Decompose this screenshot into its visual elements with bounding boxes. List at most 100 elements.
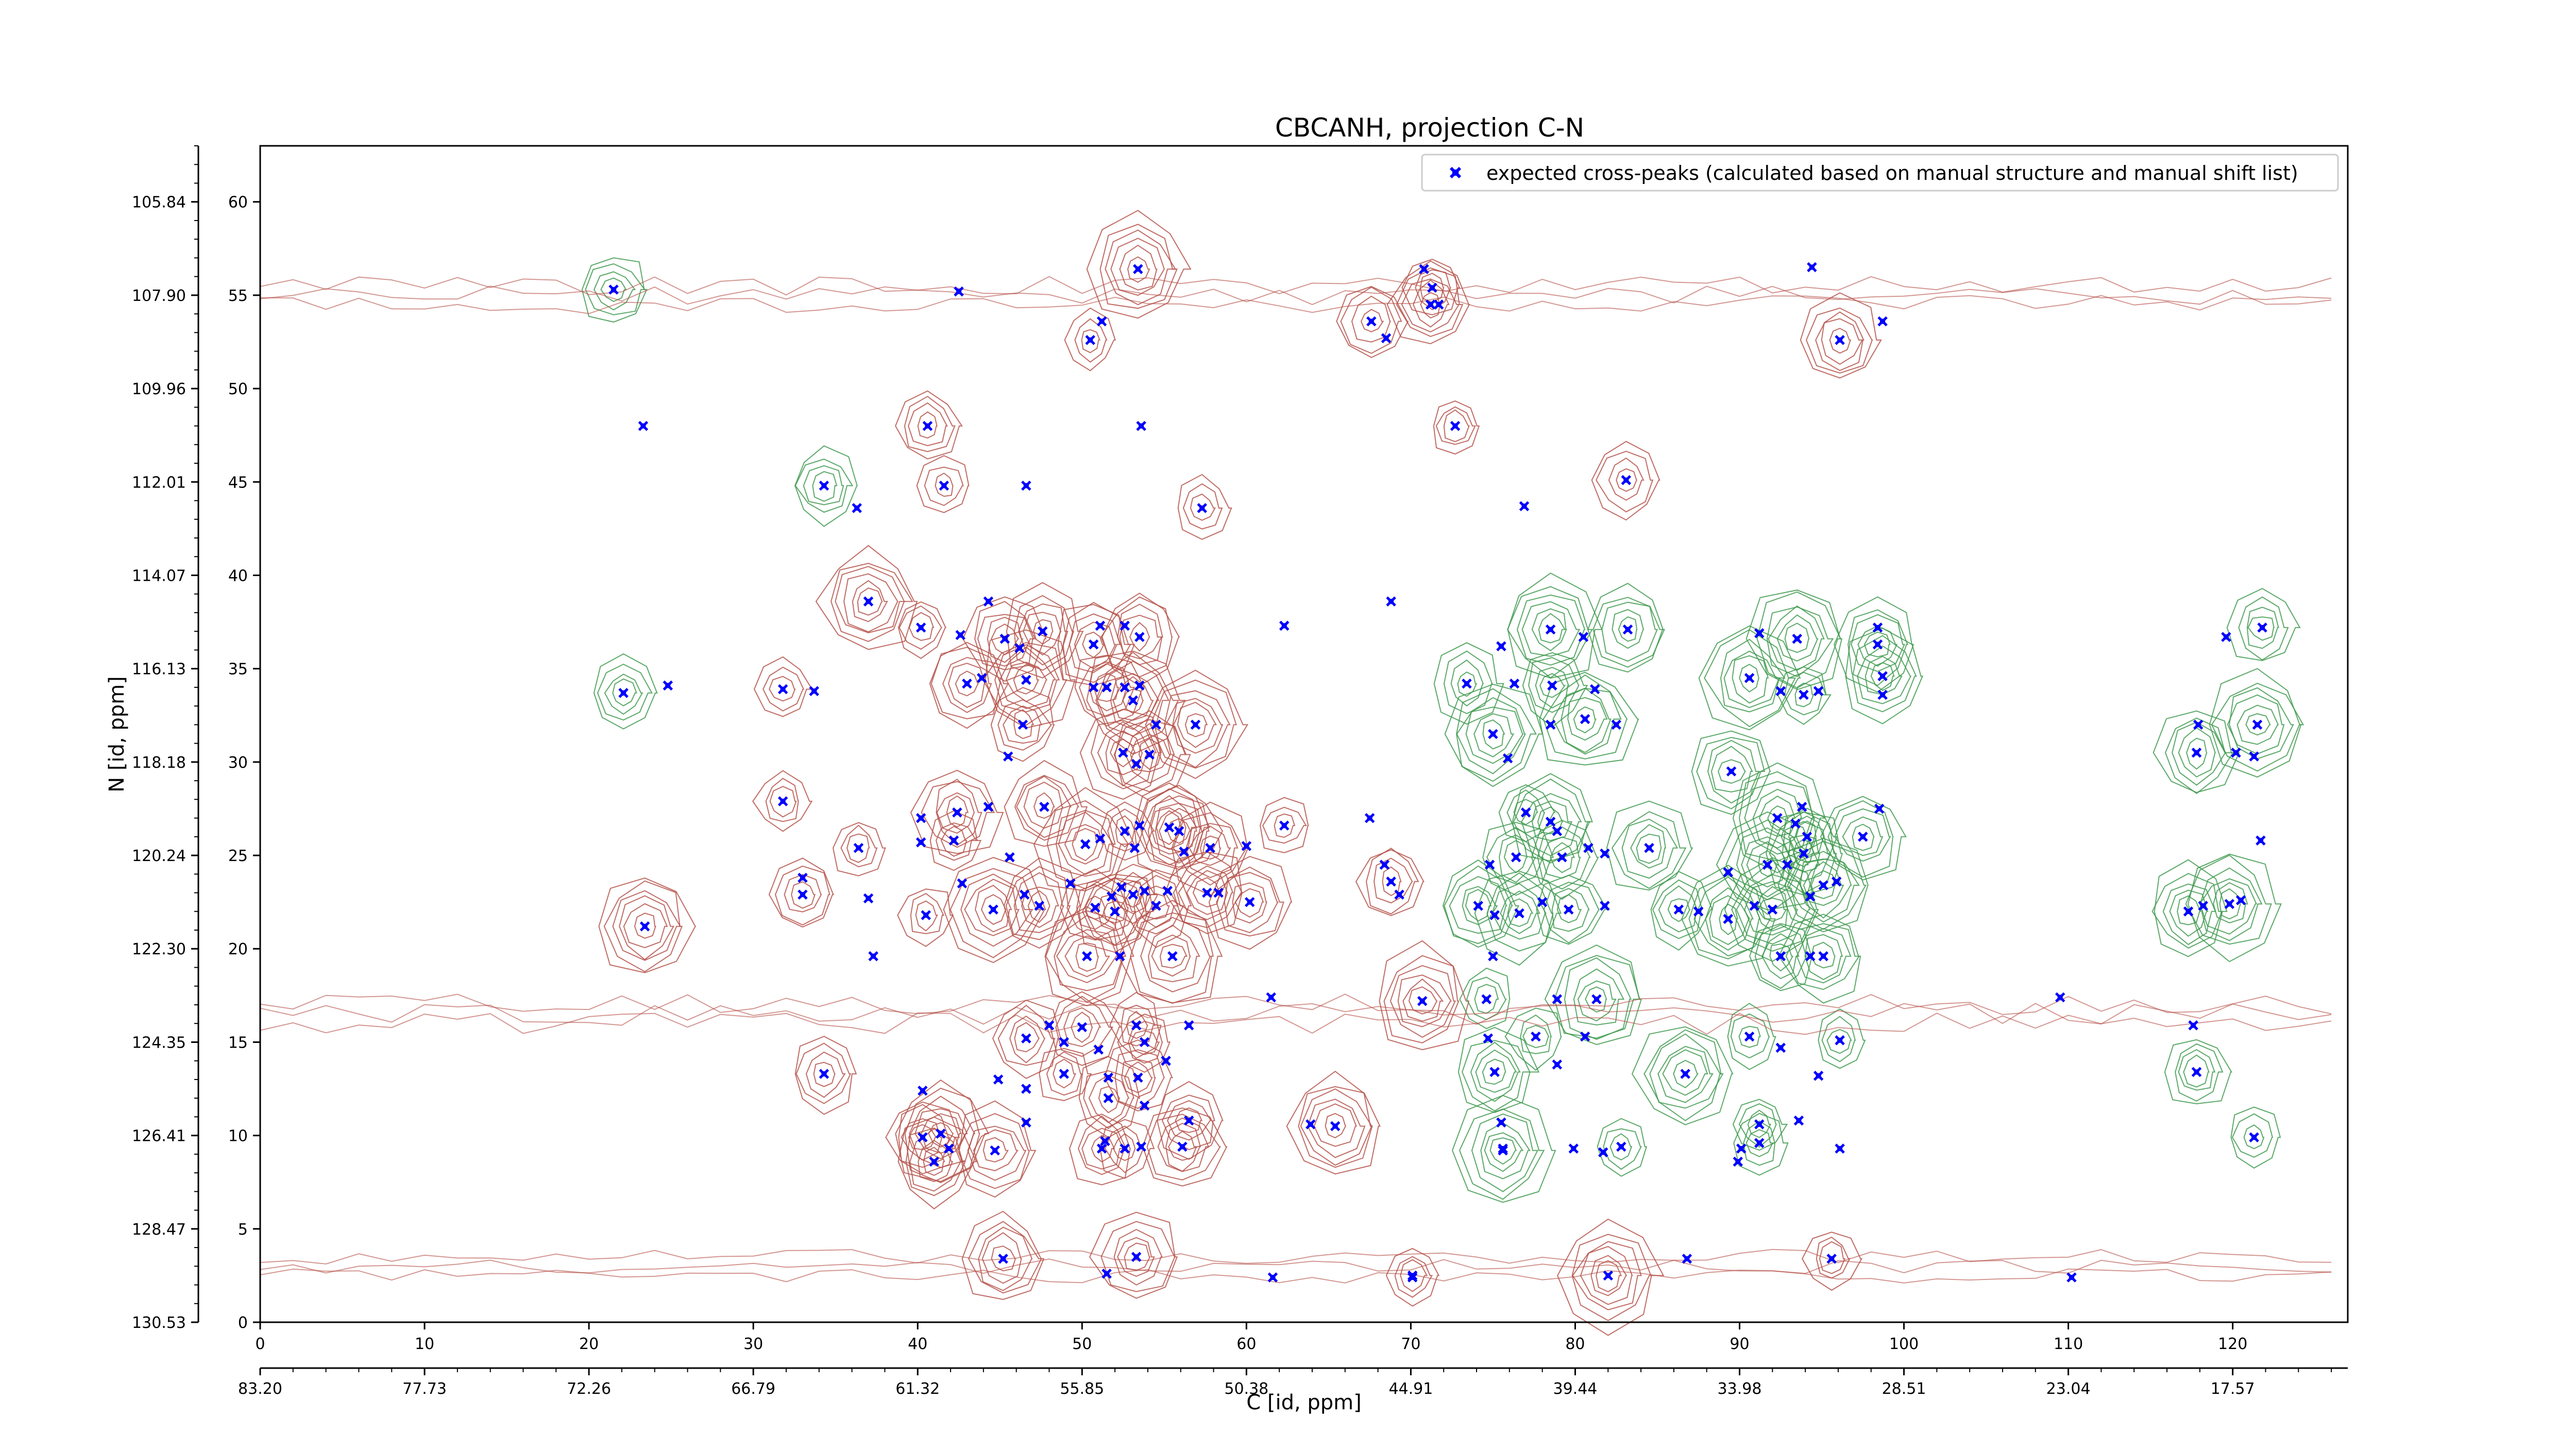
contour-line (857, 587, 883, 616)
contour-line (1512, 773, 1593, 862)
contour-line (1870, 662, 1895, 691)
contour-line (997, 699, 1053, 751)
cross-peak-marker (2193, 719, 2204, 730)
contour-line (1066, 880, 1123, 940)
contour-line (1397, 974, 1452, 1027)
contour-line (1074, 654, 1145, 727)
cross-peak-marker (1450, 420, 1461, 431)
contour-line (1590, 1255, 1628, 1296)
cross-peak-marker (819, 480, 829, 491)
contour-line (1064, 307, 1116, 372)
cross-peak-marker (1488, 951, 1498, 962)
contour-line (950, 868, 1042, 958)
contour-line (1507, 898, 1534, 927)
cross-peak-marker (2235, 895, 2246, 905)
contour-line (977, 614, 1035, 667)
contour-line (2230, 1106, 2281, 1169)
cross-peak-marker (1680, 1069, 1690, 1079)
cross-peak-marker (1088, 682, 1099, 693)
contour-line (1121, 1058, 1156, 1098)
contour-line (813, 1062, 836, 1087)
contour-line (957, 1113, 1030, 1189)
contour-line (1811, 941, 1836, 969)
contour-line (982, 642, 1067, 726)
contour-line (794, 1036, 857, 1115)
contour-line (794, 458, 854, 513)
cross-peak-marker (1003, 751, 1013, 762)
contour-line (1004, 760, 1088, 847)
cross-peak-marker (962, 678, 972, 689)
contour-line (1457, 671, 1478, 697)
cross-peak-marker (1557, 852, 1567, 863)
contour-line (1768, 605, 1825, 671)
contour-line (985, 629, 1076, 729)
contour-line (1110, 672, 1160, 730)
cross-peak-marker (952, 807, 962, 818)
contour-line (1747, 1109, 1772, 1138)
contour-line (1649, 1033, 1724, 1109)
contour-line (619, 895, 675, 961)
contour-line (1733, 1113, 1789, 1176)
contour-line (1834, 596, 1914, 693)
cross-peak-marker (1114, 951, 1125, 962)
contour-line (1140, 917, 1211, 992)
contour-line (1459, 967, 1511, 1030)
contour-line (1119, 244, 1158, 291)
contour-line (1516, 594, 1586, 666)
cross-peak-marker (852, 503, 862, 513)
contour-line (899, 605, 943, 650)
cross-peak-marker (1205, 843, 1215, 853)
cross-peak-marker (990, 1145, 1000, 1156)
cross-peak-marker (1005, 852, 1015, 863)
x-ppm-tick-label: 39.44 (1553, 1380, 1597, 1398)
cross-peak-marker (663, 680, 673, 691)
y-tick-label: 20 (228, 940, 248, 958)
cross-peak-marker (1589, 684, 1600, 695)
cross-peak-marker (1682, 1254, 1692, 1264)
cross-peak-marker (1394, 889, 1404, 900)
cross-peak-marker (983, 802, 994, 812)
contour-band (260, 1012, 2332, 1035)
contour-line (2164, 717, 2234, 795)
cross-peak-marker (1106, 891, 1117, 902)
contour-line (991, 1245, 1016, 1272)
contour-line (1609, 1133, 1633, 1161)
cross-peak-marker (1744, 1031, 1755, 1042)
contour-line (1200, 835, 1222, 860)
cross-peak-marker (1805, 951, 1816, 962)
cross-peak-marker (1407, 1272, 1418, 1283)
y-tick-label: 45 (228, 474, 248, 492)
cross-peak-marker (777, 796, 788, 806)
contour-line (1100, 1221, 1176, 1292)
contour-line (1769, 811, 1837, 895)
contour-line (1745, 589, 1843, 690)
contour-line (964, 879, 1020, 936)
contour-band (260, 295, 2332, 314)
cross-peak-marker (1531, 1031, 1541, 1042)
contour-line (581, 257, 648, 323)
cross-peak-marker (1818, 951, 1828, 962)
contour-line (1021, 886, 1059, 928)
contour-line (1402, 978, 1444, 1022)
cross-peak-marker (1762, 860, 1773, 870)
contour-line (955, 670, 979, 697)
contour-line (1060, 868, 1129, 941)
cross-peak-markers (608, 262, 2267, 1283)
cross-peak-marker (1306, 1119, 1316, 1130)
cross-peak-marker (1511, 852, 1521, 863)
cross-peak-marker (1583, 843, 1594, 853)
contour-line (832, 822, 886, 877)
contour-line (2245, 713, 2271, 736)
contour-line (1157, 1117, 1210, 1172)
contour-line (961, 1210, 1045, 1300)
contour-line (1504, 1007, 1562, 1071)
contour-line (1543, 674, 1628, 760)
contour-line (1420, 292, 1441, 319)
contour-line (1046, 1051, 1082, 1096)
cross-peak-marker (1088, 639, 1099, 650)
contour-line (835, 566, 905, 633)
cross-peak-marker (2252, 719, 2263, 730)
cross-peak-marker (922, 420, 933, 431)
cross-peak-marker (1059, 1037, 1069, 1048)
contour-line (1744, 881, 1799, 936)
